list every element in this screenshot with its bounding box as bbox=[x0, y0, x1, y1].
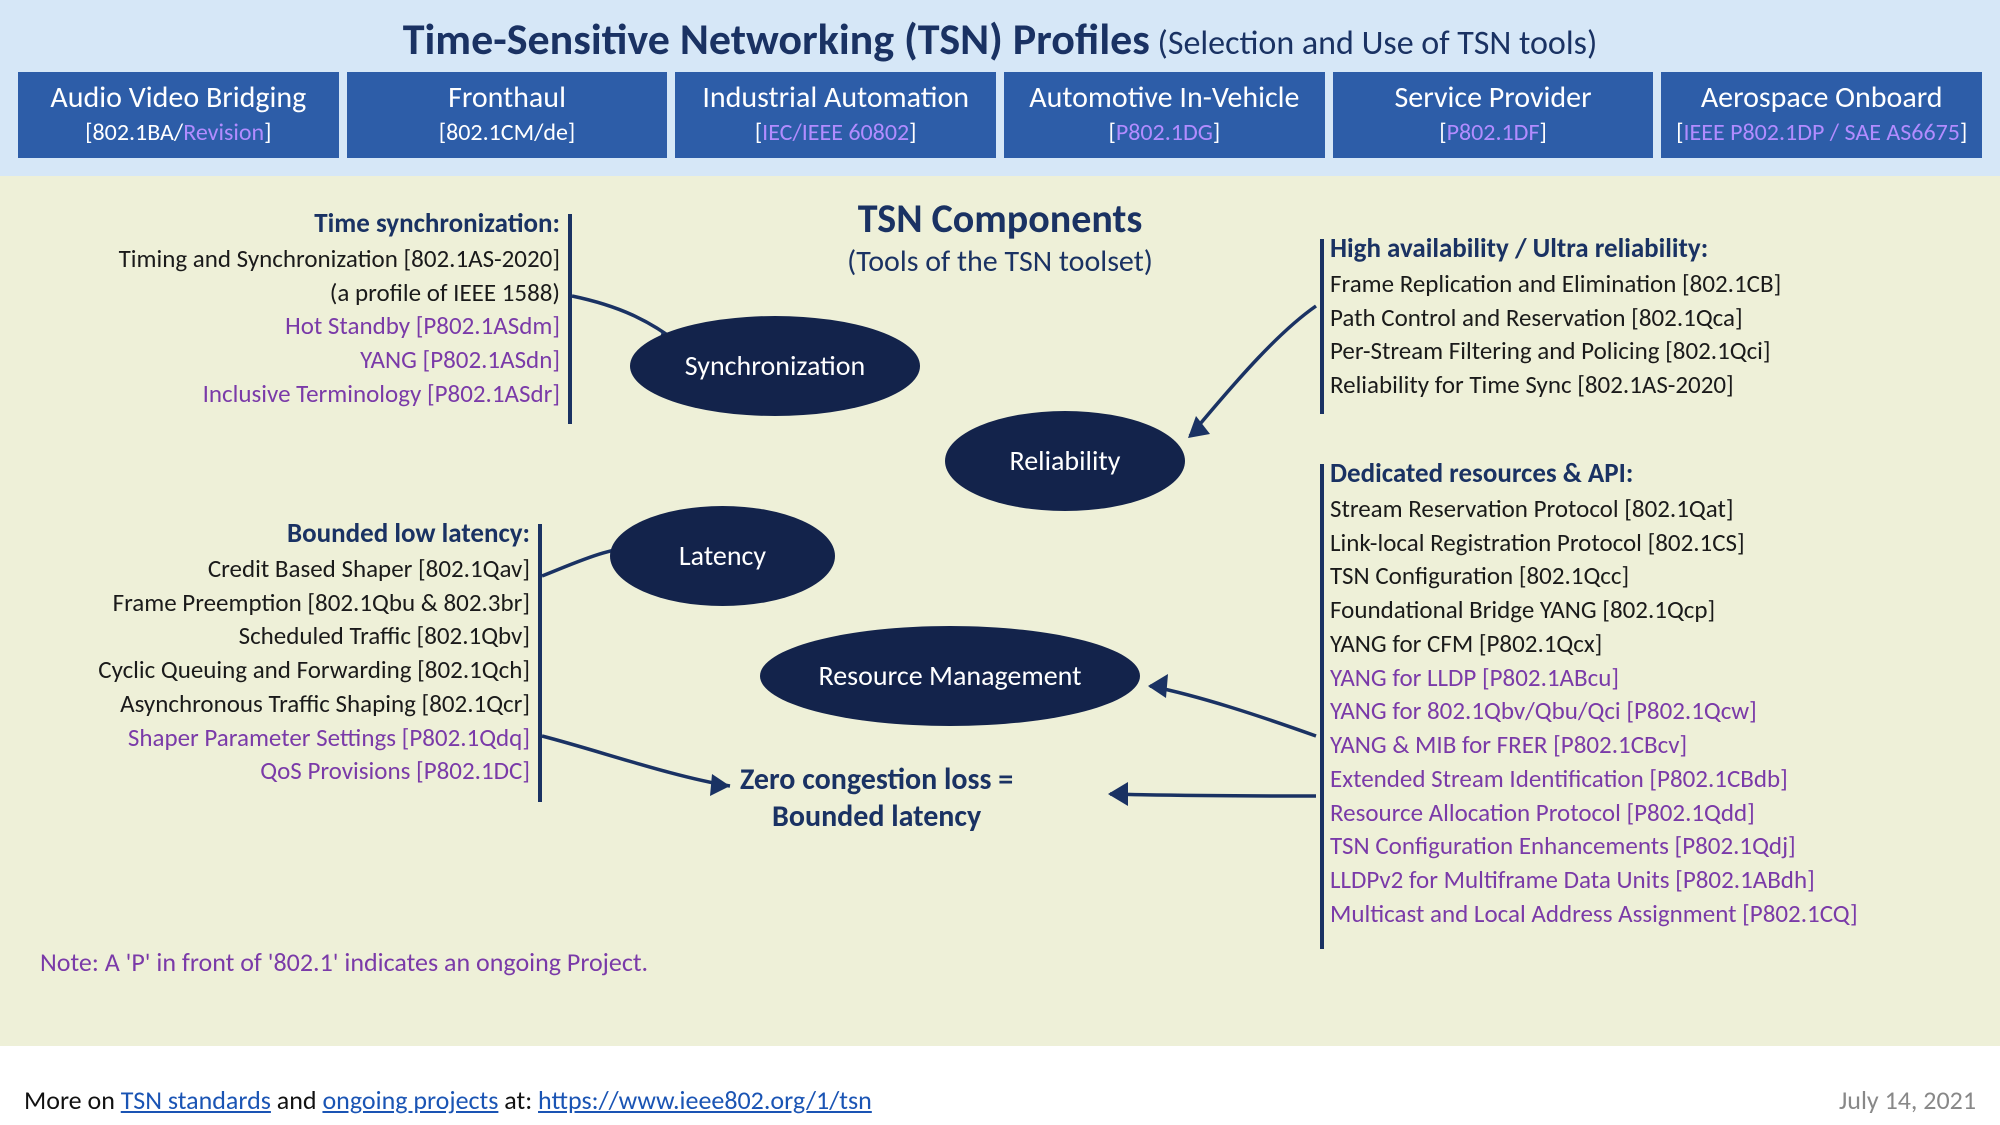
profile-std-link[interactable]: Revision bbox=[183, 118, 264, 147]
profile-std-link[interactable]: P802.1DG bbox=[1116, 118, 1213, 147]
footer: More on TSN standards and ongoing projec… bbox=[0, 1075, 2000, 1125]
footer-pre: More on bbox=[24, 1084, 121, 1116]
header-band: Time-Sensitive Networking (TSN) Profiles… bbox=[0, 0, 2000, 176]
profile-std: [802.1BA/Revision] bbox=[25, 118, 332, 147]
profile-box-5: Aerospace Onboard[IEEE P802.1DP / SAE AS… bbox=[1661, 72, 1982, 158]
profile-name: Industrial Automation bbox=[682, 81, 989, 116]
arrow-head-4 bbox=[1148, 674, 1168, 698]
group-line: Reliability for Time Sync [802.1AS-2020] bbox=[1330, 368, 1950, 402]
footer-link-standards[interactable]: TSN standards bbox=[121, 1084, 271, 1116]
group-timesync: Time synchronization:Timing and Synchron… bbox=[60, 206, 560, 411]
zero-line2: Bounded latency bbox=[740, 798, 1013, 835]
group-line: Extended Stream Identification [P802.1CB… bbox=[1330, 762, 1980, 796]
group-line: Link-local Registration Protocol [802.1C… bbox=[1330, 526, 1980, 560]
profile-box-4: Service Provider[P802.1DF] bbox=[1333, 72, 1654, 158]
profile-box-2: Industrial Automation[IEC/IEEE 60802] bbox=[675, 72, 996, 158]
group-resources: Dedicated resources & API:Stream Reserva… bbox=[1330, 456, 1980, 931]
zero-line1: Zero congestion loss = bbox=[740, 761, 1013, 798]
group-heading: Time synchronization: bbox=[60, 206, 560, 242]
group-line: QoS Provisions [P802.1DC] bbox=[60, 754, 530, 788]
ellipse-resmgmt: Resource Management bbox=[760, 626, 1140, 726]
group-line: Resource Allocation Protocol [P802.1Qdd] bbox=[1330, 796, 1980, 830]
group-heading: Bounded low latency: bbox=[60, 516, 530, 552]
group-line: Shaper Parameter Settings [P802.1Qdq] bbox=[60, 721, 530, 755]
project-note: Note: A 'P' in front of '802.1' indicate… bbox=[40, 946, 648, 978]
group-line: Frame Replication and Elimination [802.1… bbox=[1330, 267, 1950, 301]
profile-std: [P802.1DG] bbox=[1011, 118, 1318, 147]
group-line: Inclusive Terminology [P802.1ASdr] bbox=[60, 377, 560, 411]
group-line: Foundational Bridge YANG [802.1Qcp] bbox=[1330, 593, 1980, 627]
profile-name: Fronthaul bbox=[354, 81, 661, 116]
arrow-path-5 bbox=[1110, 794, 1316, 796]
ellipse-sync: Synchronization bbox=[630, 316, 920, 416]
group-line: Asynchronous Traffic Shaping [802.1Qcr] bbox=[60, 687, 530, 721]
group-line: Stream Reservation Protocol [802.1Qat] bbox=[1330, 492, 1980, 526]
profile-name: Service Provider bbox=[1340, 81, 1647, 116]
profile-name: Automotive In-Vehicle bbox=[1011, 81, 1318, 116]
group-line: Credit Based Shaper [802.1Qav] bbox=[60, 552, 530, 586]
footer-date: July 14, 2021 bbox=[1839, 1084, 1976, 1116]
group-line: YANG & MIB for FRER [P802.1CBcv] bbox=[1330, 728, 1980, 762]
profile-std: [P802.1DF] bbox=[1340, 118, 1647, 147]
group-line: Timing and Synchronization [802.1AS-2020… bbox=[60, 242, 560, 276]
profile-std: [802.1CM/de] bbox=[354, 118, 661, 147]
group-bar-latency bbox=[538, 524, 542, 802]
arrow-head-3 bbox=[710, 774, 730, 796]
title-sub: (Selection and Use of TSN tools) bbox=[1150, 23, 1597, 64]
profile-std-link[interactable]: IEC/IEEE 60802 bbox=[762, 118, 909, 147]
arrow-head-1 bbox=[1188, 416, 1210, 438]
group-line: YANG for 802.1Qbv/Qbu/Qci [P802.1Qcw] bbox=[1330, 694, 1980, 728]
group-line: YANG for LLDP [P802.1ABcu] bbox=[1330, 661, 1980, 695]
diagram-canvas: TSN Components (Tools of the TSN toolset… bbox=[0, 176, 2000, 1046]
footer-post: at: bbox=[498, 1084, 538, 1116]
group-heading: Dedicated resources & API: bbox=[1330, 456, 1980, 492]
group-line: LLDPv2 for Multiframe Data Units [P802.1… bbox=[1330, 863, 1980, 897]
profile-std: [IEEE P802.1DP / SAE AS6675] bbox=[1668, 118, 1975, 147]
arrow-path-1 bbox=[1190, 306, 1316, 436]
profile-std-link[interactable]: P802.1DF bbox=[1447, 118, 1540, 147]
profile-std-link[interactable]: IEEE P802.1DP / SAE AS6675 bbox=[1683, 118, 1959, 147]
footer-mid: and bbox=[271, 1084, 323, 1116]
group-line: YANG [P802.1ASdn] bbox=[60, 343, 560, 377]
group-line: Hot Standby [P802.1ASdm] bbox=[60, 309, 560, 343]
group-line: Scheduled Traffic [802.1Qbv] bbox=[60, 619, 530, 653]
footer-link-projects[interactable]: ongoing projects bbox=[322, 1084, 498, 1116]
arrow-path-3 bbox=[542, 736, 730, 786]
profile-box-0: Audio Video Bridging[802.1BA/Revision] bbox=[18, 72, 339, 158]
profile-name: Aerospace Onboard bbox=[1668, 81, 1975, 116]
group-line: Path Control and Reservation [802.1Qca] bbox=[1330, 301, 1950, 335]
arrow-path-4 bbox=[1150, 686, 1316, 736]
footer-link-url[interactable]: https://www.ieee802.org/1/tsn bbox=[538, 1084, 872, 1116]
group-bar-timesync bbox=[568, 214, 572, 424]
profile-std: [IEC/IEEE 60802] bbox=[682, 118, 989, 147]
group-line: Per-Stream Filtering and Policing [802.1… bbox=[1330, 334, 1950, 368]
page-title: Time-Sensitive Networking (TSN) Profiles… bbox=[0, 12, 2000, 66]
group-line: TSN Configuration Enhancements [P802.1Qd… bbox=[1330, 829, 1980, 863]
ellipse-reliab: Reliability bbox=[945, 411, 1185, 511]
profile-box-3: Automotive In-Vehicle[P802.1DG] bbox=[1004, 72, 1325, 158]
title-main: Time-Sensitive Networking (TSN) Profiles bbox=[403, 12, 1150, 66]
group-reliability: High availability / Ultra reliability:Fr… bbox=[1330, 231, 1950, 402]
group-latency: Bounded low latency:Credit Based Shaper … bbox=[60, 516, 530, 789]
profile-box-1: Fronthaul[802.1CM/de] bbox=[347, 72, 668, 158]
profile-name: Audio Video Bridging bbox=[25, 81, 332, 116]
group-line: Multicast and Local Address Assignment [… bbox=[1330, 897, 1980, 931]
group-bar-reliability bbox=[1320, 239, 1324, 414]
footer-text: More on TSN standards and ongoing projec… bbox=[24, 1084, 872, 1116]
group-line: (a profile of IEEE 1588) bbox=[60, 276, 560, 310]
group-line: YANG for CFM [P802.1Qcx] bbox=[1330, 627, 1980, 661]
profile-row: Audio Video Bridging[802.1BA/Revision]Fr… bbox=[0, 72, 2000, 168]
group-heading: High availability / Ultra reliability: bbox=[1330, 231, 1950, 267]
ellipse-latency: Latency bbox=[610, 506, 835, 606]
group-line: Cyclic Queuing and Forwarding [802.1Qch] bbox=[60, 653, 530, 687]
group-line: TSN Configuration [802.1Qcc] bbox=[1330, 559, 1980, 593]
group-line: Frame Preemption [802.1Qbu & 802.3br] bbox=[60, 586, 530, 620]
arrow-head-5 bbox=[1108, 782, 1128, 806]
zero-loss-note: Zero congestion loss = Bounded latency bbox=[740, 761, 1013, 835]
group-bar-resources bbox=[1320, 464, 1324, 949]
